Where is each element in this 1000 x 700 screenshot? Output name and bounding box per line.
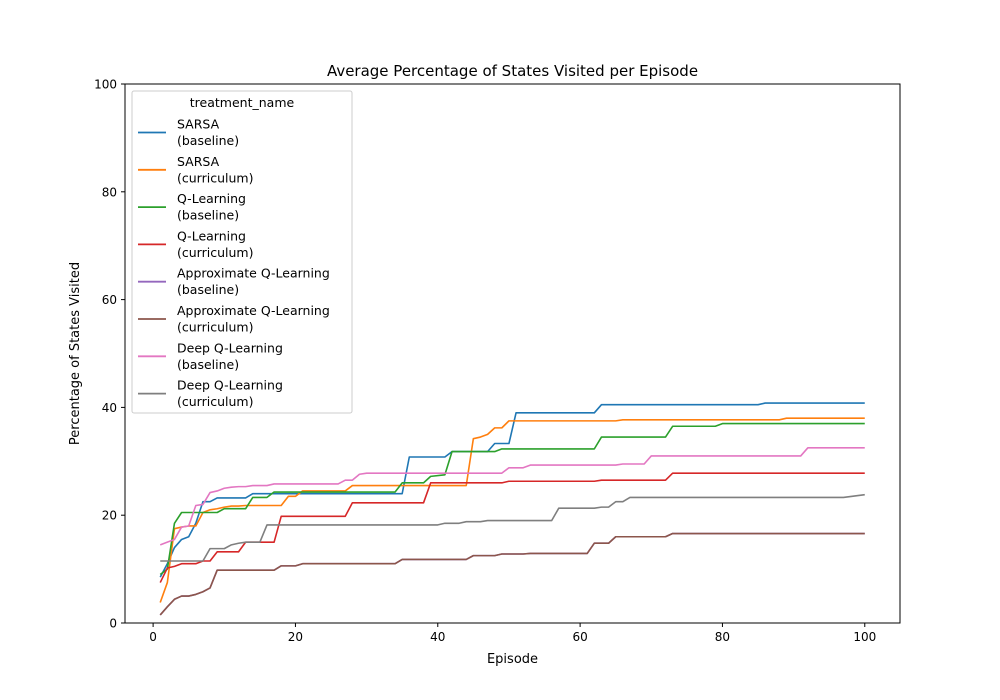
series-line-6 — [159, 447, 865, 546]
series-line-1 — [159, 417, 865, 603]
series-line-5 — [159, 532, 865, 616]
legend-item-1: SARSA (curriculum) — [138, 154, 253, 186]
chart-title: Average Percentage of States Visited per… — [327, 62, 698, 80]
legend-item-6: Deep Q-Learning (baseline) — [138, 340, 283, 372]
legend-item-4: Approximate Q-Learning (baseline) — [138, 266, 330, 298]
x-axis-label: Episode — [487, 652, 538, 667]
y-tick-label: 0 — [109, 617, 117, 631]
series-line-7 — [160, 493, 865, 562]
legend-label: Deep Q-Learning (curriculum) — [177, 378, 283, 410]
x-tick-label: 80 — [715, 630, 730, 644]
legend-label: SARSA (baseline) — [177, 117, 239, 149]
y-tick-label: 100 — [94, 78, 117, 92]
series-line-0 — [159, 402, 865, 578]
legend: treatment_name SARSA (baseline) SARSA (curr… — [131, 90, 353, 414]
legend-item-3: Q-Learning (curriculum) — [138, 228, 253, 260]
plot-frame — [124, 83, 901, 624]
legend-label: Q-Learning (curriculum) — [177, 228, 253, 260]
plot-area — [159, 402, 865, 616]
legend-item-7: Deep Q-Learning (curriculum) — [138, 378, 283, 410]
legend-label: SARSA (curriculum) — [177, 154, 253, 186]
legend-label: Approximate Q-Learning (baseline) — [177, 266, 330, 298]
y-tick-label: 40 — [102, 401, 117, 415]
y-axis-label: Percentage of States Visited — [68, 262, 83, 445]
y-tick-label: 80 — [102, 185, 117, 199]
x-tick-label: 0 — [149, 630, 157, 644]
legend-item-2: Q-Learning (baseline) — [138, 191, 246, 223]
y-tick-label: 20 — [102, 509, 117, 523]
x-tick-label: 60 — [572, 630, 587, 644]
legend-label: Deep Q-Learning (baseline) — [177, 340, 283, 372]
legend-item-5: Approximate Q-Learning (curriculum) — [138, 303, 330, 335]
legend-label: Approximate Q-Learning (curriculum) — [177, 303, 330, 335]
series-line-2 — [159, 422, 865, 576]
x-tick-label: 40 — [430, 630, 445, 644]
legend-title: treatment_name — [190, 95, 295, 110]
series-line-4 — [159, 532, 865, 616]
x-tick-label: 20 — [288, 630, 303, 644]
legend-box — [131, 90, 353, 414]
legend-label: Q-Learning (baseline) — [177, 191, 246, 223]
x-axis: 0 20 40 60 80 100 — [149, 623, 876, 644]
y-axis: 0 20 40 60 80 100 — [94, 78, 125, 631]
legend-item-0: SARSA (baseline) — [138, 117, 239, 149]
x-tick-label: 100 — [853, 630, 876, 644]
y-tick-label: 60 — [102, 293, 117, 307]
series-line-3 — [159, 472, 865, 583]
